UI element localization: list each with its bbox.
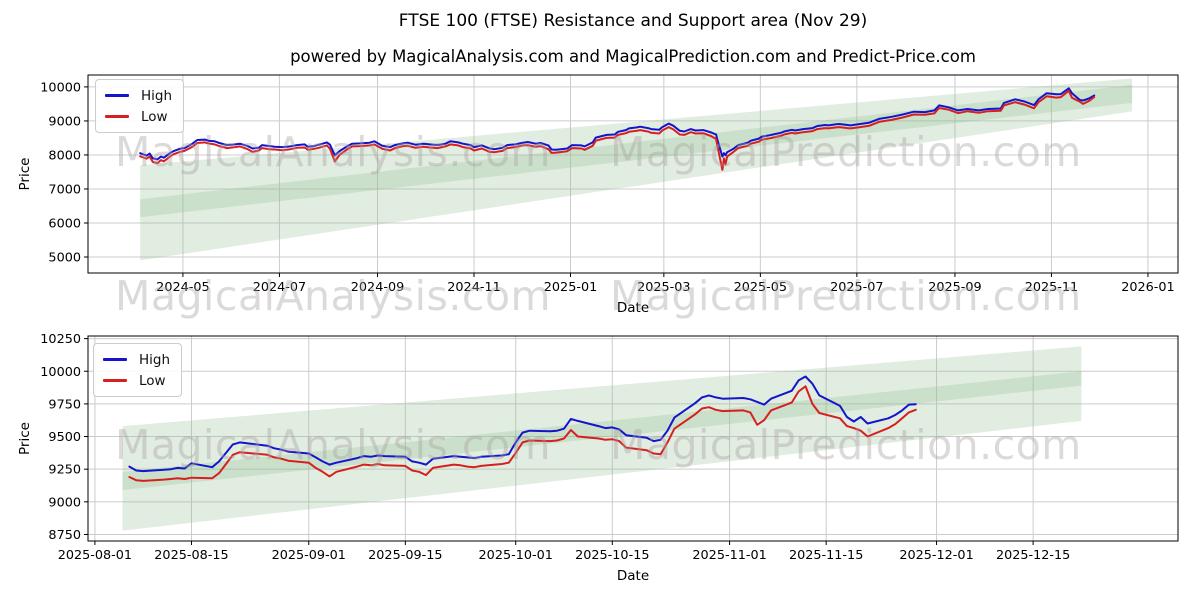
watermark-prediction: MagicalPrediction.com [610, 421, 1082, 469]
high-line [139, 87, 1096, 161]
y-tick-label: 8750 [48, 528, 81, 543]
x-tick-label: 2025-08-01 [58, 548, 132, 563]
x-tick-label: 2025-03 [637, 280, 690, 295]
x-tick-label: 2025-11 [1025, 280, 1078, 295]
legend-bottom: High Low [93, 343, 183, 397]
y-axis-label: Price [17, 158, 33, 191]
support-resistance-band [140, 78, 1133, 218]
y-tick-label: 10250 [40, 332, 81, 347]
watermark-analysis: MagicalAnalysis.com [115, 128, 551, 176]
x-tick-label: 2025-08-15 [154, 548, 228, 563]
y-tick-label: 9000 [48, 495, 81, 510]
plot-frame [87, 335, 1179, 542]
support-resistance-band [122, 346, 1082, 491]
x-tick-label: 2025-01 [544, 280, 597, 295]
x-tick-label: 2024-05 [156, 280, 209, 295]
support-resistance-band [140, 84, 1133, 261]
x-tick-label: 2025-11-01 [692, 548, 766, 563]
x-tick-label: 2025-05 [734, 280, 787, 295]
bottom-chart: 2025-08-01 2025-08-15 2025-09-01 2025-09-15… [17, 332, 1179, 584]
high-line-swatch [103, 358, 127, 361]
legend-label-high: High [141, 87, 173, 104]
legend-item-low: Low [103, 370, 170, 391]
low-line-swatch [105, 115, 129, 118]
watermark-prediction: MagicalPrediction.com [610, 128, 1082, 176]
x-axis-label: Date [617, 568, 649, 584]
support-resistance-band [122, 371, 1082, 531]
y-tick-label: 8000 [48, 148, 81, 163]
watermark-prediction: MagicalPrediction.com [610, 272, 1082, 320]
y-tick-label: 5000 [48, 251, 81, 266]
x-tick-label: 2026-01 [1121, 280, 1174, 295]
x-tick-label: 2025-12-01 [899, 548, 973, 563]
x-tick-label: 2024-11 [447, 280, 500, 295]
x-axis-label: Date [617, 300, 649, 316]
legend-label-high: High [139, 351, 171, 368]
chart-subtitle: powered by MagicalAnalysis.com and Magic… [290, 47, 976, 66]
top-chart: 2024-05 2024-07 2024-09 2024-11 2025-01 2025-… [17, 74, 1179, 316]
y-tick-label: 9000 [48, 114, 81, 129]
legend-item-low: Low [105, 106, 172, 127]
x-tick-label: 2025-10-15 [575, 548, 649, 563]
high-line [128, 375, 917, 473]
low-line [128, 385, 917, 482]
low-line-swatch [103, 379, 127, 382]
legend-item-high: High [103, 349, 170, 370]
legend-label-low: Low [139, 372, 166, 389]
x-tick-label: 2025-07 [830, 280, 883, 295]
x-tick-label: 2025-09 [928, 280, 981, 295]
legend-label-low: Low [141, 108, 168, 125]
plot-frame [87, 74, 1179, 274]
chart-title: FTSE 100 (FTSE) Resistance and Support a… [398, 11, 868, 31]
x-tick-label: 2025-09-15 [368, 548, 442, 563]
x-tick-label: 2024-07 [253, 280, 306, 295]
y-tick-label: 10000 [40, 80, 81, 95]
x-tick-label: 2025-12-15 [996, 548, 1070, 563]
high-line-swatch [105, 94, 129, 97]
y-tick-label: 6000 [48, 216, 81, 231]
x-tick-label: 2025-09-01 [272, 548, 346, 563]
low-line [139, 89, 1096, 171]
y-tick-label: 9750 [48, 397, 81, 412]
y-axis-label: Price [17, 422, 33, 455]
y-tick-label: 10000 [40, 365, 81, 380]
x-tick-label: 2025-11-15 [789, 548, 863, 563]
y-tick-label: 7000 [48, 182, 81, 197]
x-tick-label: 2024-09 [351, 280, 404, 295]
y-tick-label: 9500 [48, 430, 81, 445]
legend-top: High Low [95, 79, 185, 133]
y-tick-label: 9250 [48, 463, 81, 478]
watermark-analysis: MagicalAnalysis.com [115, 272, 551, 320]
watermark-analysis: MagicalAnalysis.com [115, 421, 551, 469]
legend-item-high: High [105, 85, 172, 106]
x-tick-label: 2025-10-01 [479, 548, 553, 563]
